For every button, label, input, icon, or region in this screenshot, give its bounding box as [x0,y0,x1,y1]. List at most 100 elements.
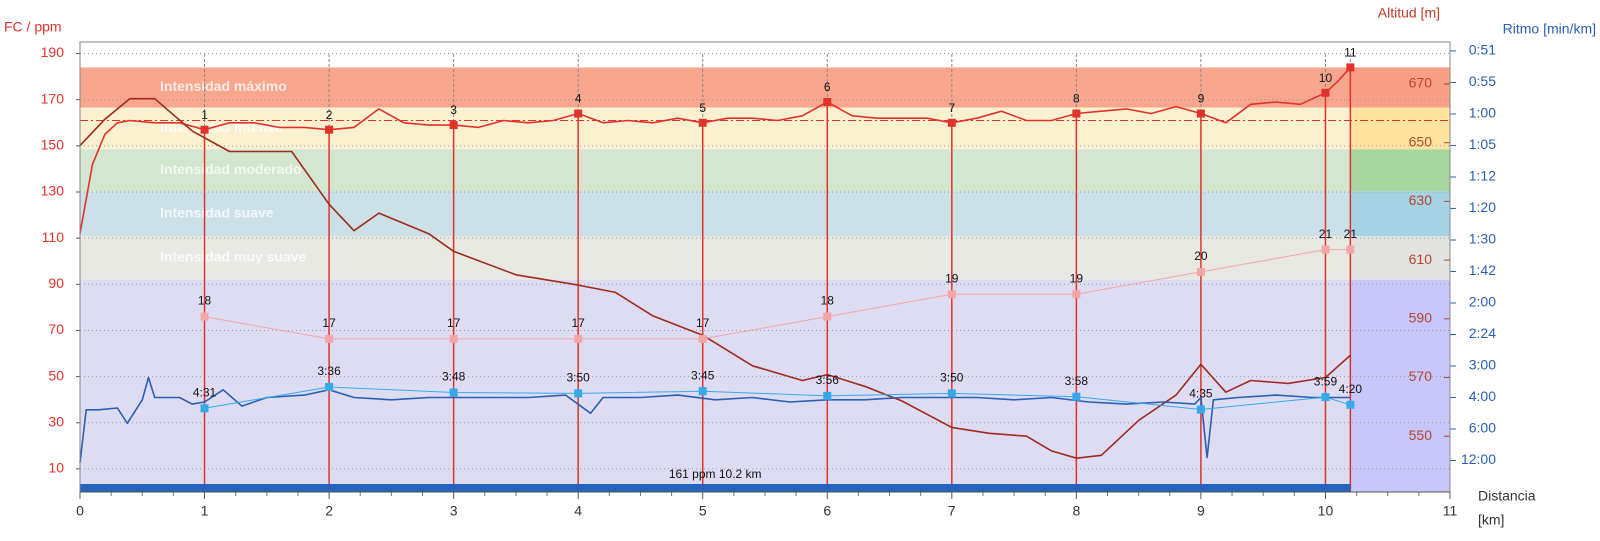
data-label: 4:31 [193,385,217,399]
y-tick-label: 30 [48,413,64,429]
distance-bar [80,484,1351,492]
series-marker [325,334,334,343]
y2-tick-label: 670 [1409,75,1433,91]
data-label: 17 [322,316,336,330]
data-label: 18 [198,294,212,308]
data-label: 3:36 [317,364,341,378]
zone-label: Intensidad máximo [160,78,287,94]
zone-band [80,67,1351,108]
lap-label: 9 [1198,92,1205,106]
series-marker [325,383,334,391]
y3-tick-label: 1:20 [1469,199,1496,215]
summary-label: 161 ppm 10.2 km [669,467,762,481]
y-tick-label: 10 [48,460,64,476]
lap-label: 4 [575,92,582,106]
series-marker [449,388,458,397]
y3-tick-label: 2:24 [1469,325,1496,341]
zone-band [80,149,1351,192]
series-marker [698,334,707,343]
y3-tick-label: 4:00 [1469,388,1496,404]
data-label: 3:48 [442,370,466,384]
x-tick-label: 11 [1443,503,1458,519]
data-label: 3:58 [1065,374,1089,388]
lap-marker [1196,109,1205,118]
y-tick-label: 170 [41,90,65,106]
series-marker [1321,245,1330,254]
x-tick-label: 3 [450,503,458,519]
zones: Intensidad máximo Intensidad intensa Inten… [80,67,1450,492]
series-marker [823,312,832,321]
series-marker [574,334,583,343]
data-label: 19 [945,271,959,285]
data-label: 3:59 [1314,374,1338,388]
data-label: 4:35 [1189,387,1213,401]
y2-axis-title: Altitud [m] [1378,5,1440,21]
series-marker [1346,245,1355,254]
data-label: 3:45 [691,368,715,382]
data-label: 21 [1344,227,1358,241]
zone-label: Intensidad moderado [160,161,302,177]
x-tick-label: 2 [325,503,333,519]
y2-tick-label: 650 [1409,133,1433,149]
lap-label: 5 [699,101,706,115]
zone-band [80,191,1351,237]
zone-label: Intensidad muy suave [160,249,306,265]
series-marker [200,404,209,413]
y2-tick-label: 630 [1409,192,1433,208]
series-marker [698,387,707,396]
lap-marker [574,109,583,118]
data-label: 3:50 [567,371,591,385]
data-label: 17 [696,316,710,330]
x-tick-label: 0 [76,503,84,519]
y2-tick-label: 570 [1409,368,1433,384]
y-tick-label: 190 [41,44,65,60]
lap-marker [947,118,956,127]
x-tick-label: 5 [699,503,707,519]
zone-band-end [1350,149,1450,192]
zone-band-end [1350,67,1450,108]
y2-tick-label: 550 [1409,427,1433,443]
lap-label: 8 [1073,92,1080,106]
series-marker [823,391,832,400]
y3-tick-label: 1:12 [1469,168,1496,184]
series-marker [1072,392,1081,401]
x-tick-label: 8 [1072,503,1080,519]
data-label: 4:20 [1339,382,1363,396]
lap-marker [325,125,334,134]
lap-marker [200,125,209,134]
zone-band [80,236,1351,280]
y3-tick-label: 0:51 [1469,42,1496,58]
grid [80,53,1450,470]
lap-label: 6 [824,80,831,94]
zone-band [80,279,1351,492]
y-axis-title: FC / ppm [4,19,62,35]
series-marker [574,389,583,398]
y-tick-label: 50 [48,367,64,383]
x-tick-label: 1 [201,503,209,519]
y3-tick-label: 1:05 [1469,136,1496,152]
series-marker [947,290,956,299]
series-marker [449,334,458,343]
x-tick-label: 9 [1197,503,1205,519]
x-tick-label: 4 [574,503,582,519]
x-tick-label: 10 [1318,503,1334,519]
y-tick-label: 70 [48,321,64,337]
zone-band-end [1350,191,1450,237]
data-label: 21 [1319,227,1333,241]
y3-tick-label: 2:00 [1469,294,1496,310]
data-label: 20 [1194,249,1208,263]
zone-label: Intensidad intensa [160,119,283,135]
x-tick-label: 7 [948,503,956,519]
lap-marker [823,98,832,106]
lap-label: 2 [326,108,333,122]
series-line [79,97,1351,459]
zone-band [80,107,1351,150]
y3-tick-label: 0:55 [1469,73,1496,89]
zone-band-end [1350,236,1450,280]
data-label: 18 [821,294,835,308]
marks: 4:31 3:36 3:48 3:50 3:45 3:56 3:50 3:58 4:35 3:59… [79,46,1450,492]
y2-tick-label: 610 [1409,251,1433,267]
zone-band-end [1350,279,1450,492]
series-marker [1321,393,1330,402]
